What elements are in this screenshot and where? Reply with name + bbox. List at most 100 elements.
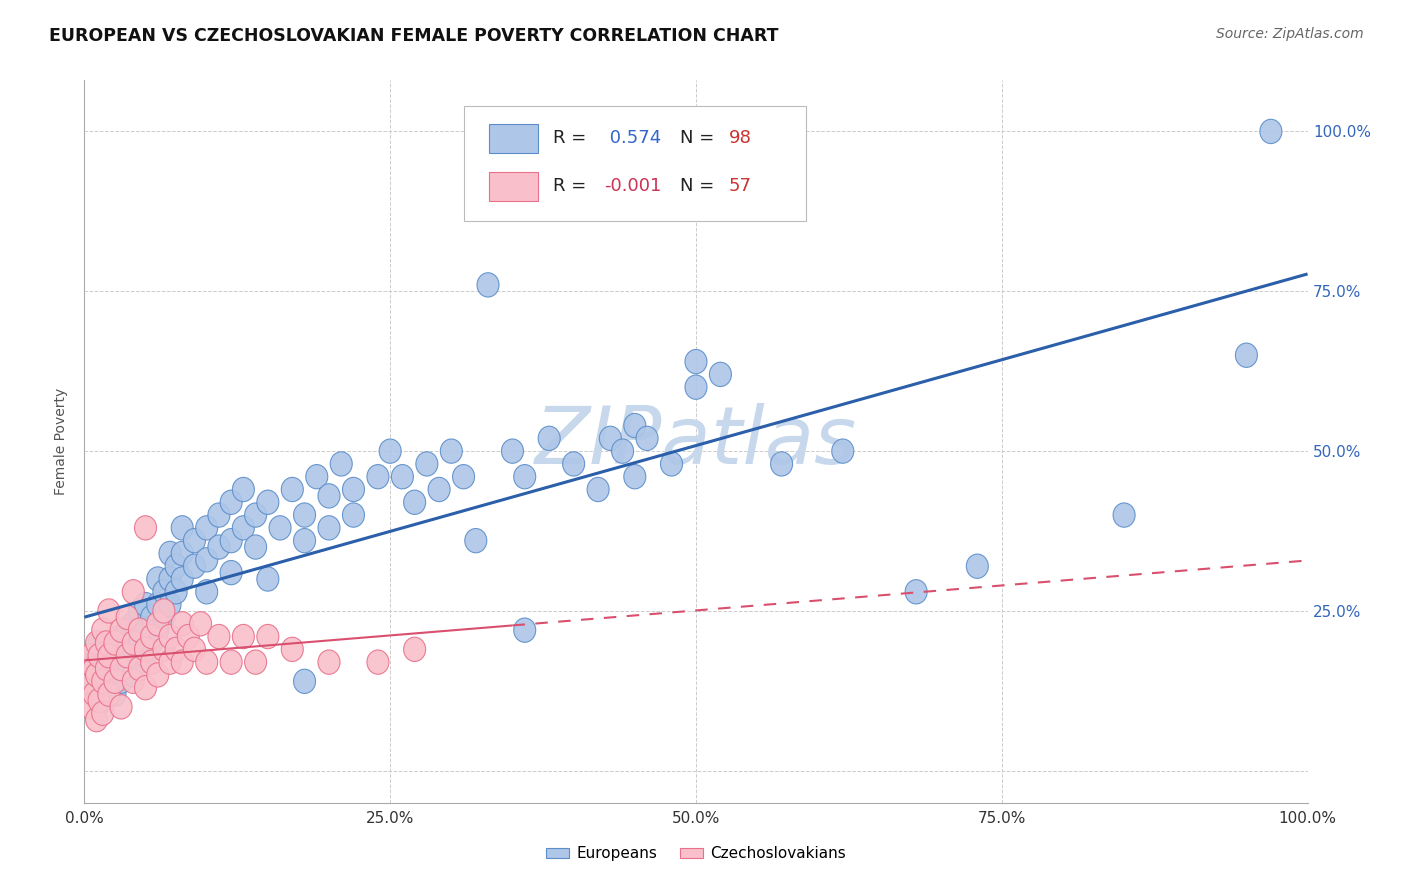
- Ellipse shape: [122, 637, 145, 662]
- Ellipse shape: [172, 650, 193, 674]
- Ellipse shape: [86, 682, 108, 706]
- Text: ZIPatlas: ZIPatlas: [534, 402, 858, 481]
- Ellipse shape: [91, 663, 114, 687]
- Ellipse shape: [685, 375, 707, 400]
- Ellipse shape: [83, 657, 105, 681]
- Text: 0.574: 0.574: [605, 129, 661, 147]
- Ellipse shape: [588, 477, 609, 501]
- Ellipse shape: [104, 631, 127, 655]
- Ellipse shape: [232, 516, 254, 540]
- Ellipse shape: [330, 451, 353, 476]
- Ellipse shape: [165, 580, 187, 604]
- Ellipse shape: [343, 477, 364, 501]
- Ellipse shape: [513, 465, 536, 489]
- Ellipse shape: [159, 624, 181, 648]
- Ellipse shape: [110, 618, 132, 642]
- Ellipse shape: [513, 618, 536, 642]
- Legend: Europeans, Czechoslovakians: Europeans, Czechoslovakians: [540, 840, 852, 867]
- Ellipse shape: [83, 682, 105, 706]
- Ellipse shape: [832, 439, 853, 463]
- Ellipse shape: [135, 644, 156, 668]
- Ellipse shape: [208, 535, 231, 559]
- Ellipse shape: [141, 631, 163, 655]
- Ellipse shape: [91, 689, 114, 713]
- Ellipse shape: [98, 682, 120, 706]
- Ellipse shape: [636, 426, 658, 450]
- Ellipse shape: [905, 580, 927, 604]
- Bar: [489, 124, 538, 153]
- Ellipse shape: [404, 490, 426, 515]
- Ellipse shape: [343, 503, 364, 527]
- Ellipse shape: [562, 451, 585, 476]
- Ellipse shape: [318, 483, 340, 508]
- Ellipse shape: [91, 669, 114, 693]
- Ellipse shape: [98, 599, 120, 624]
- Text: R =: R =: [553, 178, 592, 195]
- Ellipse shape: [141, 650, 163, 674]
- Text: R =: R =: [553, 129, 592, 147]
- Ellipse shape: [104, 669, 127, 693]
- Text: N =: N =: [681, 178, 720, 195]
- Text: 57: 57: [728, 178, 752, 195]
- Ellipse shape: [117, 618, 138, 642]
- Ellipse shape: [281, 637, 304, 662]
- Text: -0.001: -0.001: [605, 178, 662, 195]
- Ellipse shape: [294, 669, 315, 693]
- Ellipse shape: [128, 657, 150, 681]
- Ellipse shape: [367, 650, 389, 674]
- Ellipse shape: [146, 592, 169, 616]
- Ellipse shape: [165, 554, 187, 578]
- Ellipse shape: [232, 624, 254, 648]
- Ellipse shape: [80, 644, 101, 668]
- Ellipse shape: [141, 606, 163, 630]
- Ellipse shape: [117, 650, 138, 674]
- Ellipse shape: [440, 439, 463, 463]
- Ellipse shape: [685, 350, 707, 374]
- Ellipse shape: [91, 618, 114, 642]
- Ellipse shape: [257, 624, 278, 648]
- Ellipse shape: [91, 701, 114, 725]
- Text: 98: 98: [728, 129, 752, 147]
- Ellipse shape: [257, 566, 278, 591]
- Ellipse shape: [128, 599, 150, 624]
- Ellipse shape: [172, 612, 193, 636]
- Ellipse shape: [135, 618, 156, 642]
- Ellipse shape: [98, 644, 120, 668]
- Ellipse shape: [153, 599, 174, 624]
- Ellipse shape: [195, 580, 218, 604]
- Bar: [489, 172, 538, 201]
- Y-axis label: Female Poverty: Female Poverty: [55, 388, 69, 495]
- Ellipse shape: [257, 490, 278, 515]
- Ellipse shape: [245, 650, 267, 674]
- Ellipse shape: [416, 451, 437, 476]
- Ellipse shape: [86, 707, 108, 731]
- Ellipse shape: [661, 451, 682, 476]
- Ellipse shape: [128, 618, 150, 642]
- Ellipse shape: [195, 516, 218, 540]
- Ellipse shape: [135, 516, 156, 540]
- Text: N =: N =: [681, 129, 720, 147]
- Ellipse shape: [128, 631, 150, 655]
- Ellipse shape: [110, 624, 132, 648]
- Ellipse shape: [177, 624, 200, 648]
- Ellipse shape: [135, 592, 156, 616]
- Ellipse shape: [146, 663, 169, 687]
- Ellipse shape: [183, 554, 205, 578]
- Ellipse shape: [159, 650, 181, 674]
- Ellipse shape: [195, 650, 218, 674]
- Ellipse shape: [1260, 120, 1282, 144]
- Ellipse shape: [195, 548, 218, 572]
- Ellipse shape: [89, 689, 110, 713]
- Ellipse shape: [427, 477, 450, 501]
- Ellipse shape: [165, 637, 187, 662]
- Ellipse shape: [80, 695, 101, 719]
- Ellipse shape: [110, 657, 132, 681]
- Ellipse shape: [966, 554, 988, 578]
- Ellipse shape: [86, 631, 108, 655]
- Ellipse shape: [208, 503, 231, 527]
- Ellipse shape: [89, 644, 110, 668]
- Ellipse shape: [294, 503, 315, 527]
- Ellipse shape: [104, 657, 127, 681]
- Ellipse shape: [465, 528, 486, 553]
- Ellipse shape: [538, 426, 560, 450]
